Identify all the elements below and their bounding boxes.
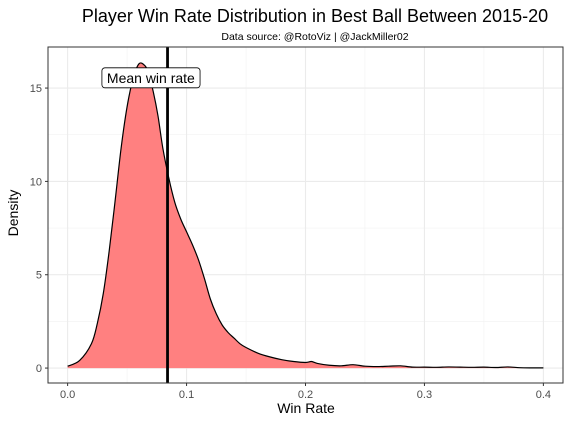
x-axis: 0.0 0.1 0.2 0.3 0.4: [60, 383, 551, 401]
density-area: [67, 62, 544, 369]
mean-annotation: Mean win rate: [101, 67, 201, 89]
x-axis-title: Win Rate: [277, 400, 335, 416]
x-tick-label: 0.2: [298, 389, 313, 401]
chart-subtitle: Data source: @RotoViz | @JackMiller02: [221, 31, 408, 43]
x-tick-label: 0.3: [417, 389, 432, 401]
y-tick-label: 5: [36, 270, 42, 282]
y-tick-label: 15: [30, 83, 42, 95]
y-tick-label: 10: [30, 176, 42, 188]
y-tick-label: 0: [36, 363, 42, 375]
y-axis-title: Density: [5, 190, 21, 237]
x-tick-label: 0.1: [179, 389, 194, 401]
annotation-box: [101, 67, 201, 89]
annotation-label: Mean win rate: [107, 70, 195, 86]
plot-panel: [47, 46, 564, 384]
y-axis: 0 5 10 15: [30, 83, 48, 375]
x-tick-label: 0.0: [60, 389, 75, 401]
chart-title: Player Win Rate Distribution in Best Bal…: [82, 6, 548, 26]
x-tick-label: 0.4: [536, 389, 551, 401]
